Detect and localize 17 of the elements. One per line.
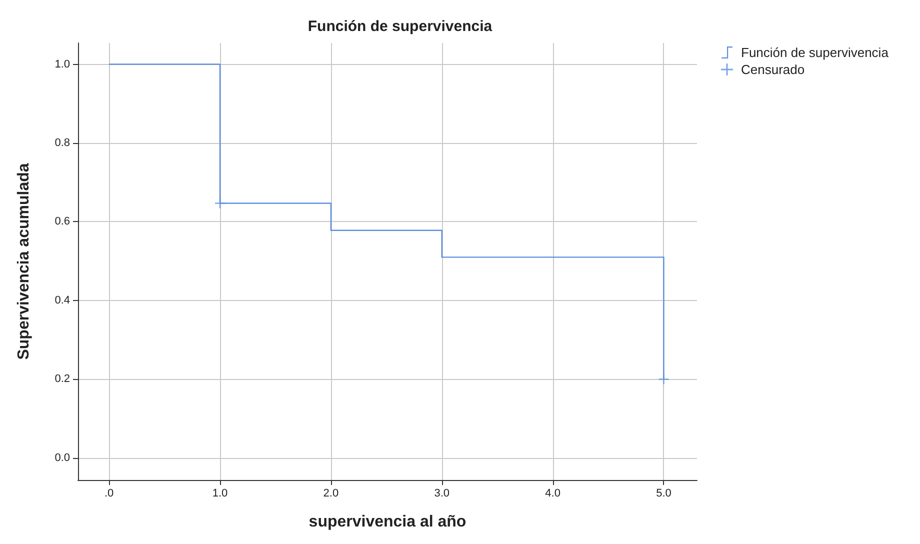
x-tick-label: 1.0 bbox=[212, 488, 228, 500]
chart-title: Función de supervivencia bbox=[308, 18, 493, 35]
legend-label: Censurado bbox=[741, 62, 805, 77]
x-tick-label: .0 bbox=[104, 488, 114, 500]
y-tick-label: 0.8 bbox=[54, 137, 70, 149]
x-tick-label: 2.0 bbox=[323, 488, 339, 500]
legend-label: Función de supervivencia bbox=[741, 45, 890, 60]
x-axis-title: supervivencia al año bbox=[308, 514, 466, 530]
y-tick-label: 1.0 bbox=[54, 58, 70, 70]
x-tick-label: 4.0 bbox=[545, 488, 560, 500]
x-tick-label: 3.0 bbox=[434, 488, 450, 500]
y-tick-label: 0.6 bbox=[54, 216, 70, 228]
x-tick-label: 5.0 bbox=[656, 488, 672, 500]
y-tick-label: 0.0 bbox=[54, 452, 70, 464]
y-axis-title: Supervivencia acumulada bbox=[16, 163, 32, 360]
y-tick-label: 0.2 bbox=[54, 373, 70, 386]
y-tick-label: 0.4 bbox=[54, 294, 70, 306]
